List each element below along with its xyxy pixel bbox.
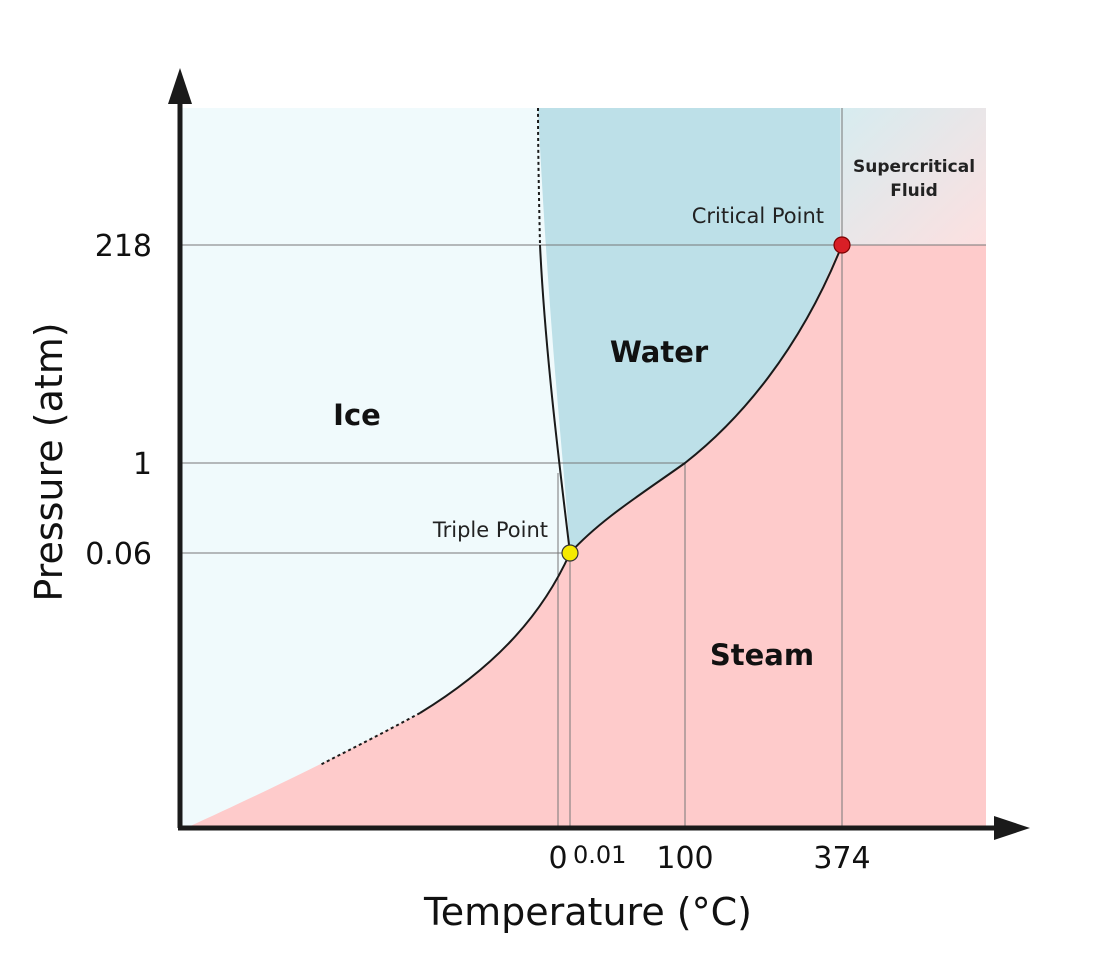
y-axis-arrow-icon bbox=[168, 68, 192, 104]
critical-point-label: Critical Point bbox=[692, 204, 824, 228]
steam-region bbox=[186, 245, 986, 828]
critical-point-marker bbox=[833, 236, 851, 254]
triple-point-marker bbox=[561, 544, 579, 562]
vaporization-curve bbox=[569, 244, 843, 554]
water-label: Water bbox=[610, 335, 709, 369]
guide-lines bbox=[180, 108, 986, 828]
supercritical-label-line1: Supercritical bbox=[853, 157, 975, 177]
axes bbox=[168, 68, 1030, 840]
x-tick-100: 100 bbox=[656, 841, 713, 876]
y-tick-1: 1 bbox=[133, 447, 152, 482]
sublimation-curve bbox=[419, 552, 571, 714]
x-axis-arrow-icon bbox=[994, 816, 1030, 840]
melting-curve-dashed bbox=[537, 107, 541, 246]
supercritical-region bbox=[840, 108, 986, 245]
x-tick-0: 0 bbox=[548, 841, 567, 876]
x-axis-title: Temperature (°C) bbox=[423, 890, 752, 934]
x-tick-374: 374 bbox=[813, 841, 870, 876]
water-region bbox=[538, 108, 840, 553]
sublimation-curve-dashed bbox=[319, 712, 421, 766]
x-tick-0-01: 0.01 bbox=[573, 841, 626, 869]
y-tick-0-06: 0.06 bbox=[85, 537, 152, 572]
melting-curve bbox=[539, 244, 571, 554]
supercritical-label-line2: Fluid bbox=[890, 181, 938, 201]
y-axis-title: Pressure (atm) bbox=[27, 322, 71, 601]
phase-boundaries bbox=[319, 107, 843, 766]
steam-label: Steam bbox=[710, 638, 814, 672]
y-tick-218: 218 bbox=[95, 229, 152, 264]
triple-point-label: Triple Point bbox=[432, 518, 548, 542]
ice-label: Ice bbox=[333, 398, 381, 432]
